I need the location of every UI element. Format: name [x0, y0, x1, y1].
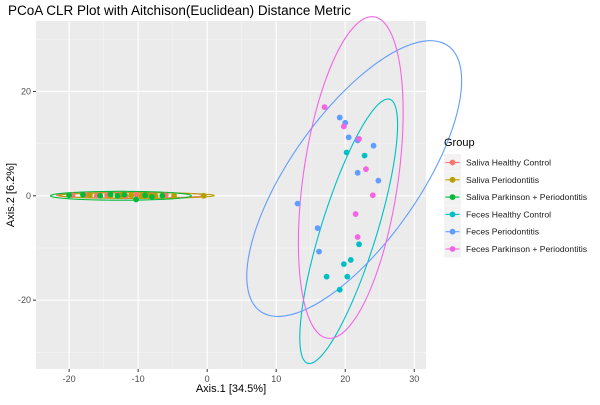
- y-tick-label: 20: [21, 86, 31, 96]
- point-feces-periodontitis: [370, 142, 377, 149]
- point-feces-periodontitis: [316, 248, 322, 255]
- legend-title: Group: [444, 137, 475, 149]
- legend-label: Feces Parkinson + Periodontitis: [466, 244, 587, 254]
- point-feces-parkinson-periodontitis: [363, 166, 369, 173]
- point-saliva-periodontitis: [128, 192, 135, 199]
- x-tick-label: -20: [63, 374, 76, 384]
- legend: Group Saliva Healthy Control Saliva Perio…: [444, 137, 587, 258]
- legend-key-saliva-periodontitis: [449, 176, 456, 183]
- legend-key-feces-parkinson-periodontitis: [449, 246, 456, 252]
- point-saliva-parkinson-periodontitis: [97, 192, 104, 199]
- point-saliva-healthy-control: [133, 191, 140, 198]
- point-saliva-periodontitis: [86, 192, 93, 199]
- legend-key-feces-healthy-control: [449, 211, 456, 218]
- legend-items: Saliva Healthy Control Saliva Periodontit…: [444, 154, 587, 258]
- ellipse-feces-parkinson-periodontitis: [297, 16, 404, 339]
- y-axis-ticks: -20 0 20: [18, 86, 36, 305]
- point-feces-healthy-control: [347, 257, 354, 263]
- legend-label: Saliva Healthy Control: [466, 158, 551, 168]
- point-feces-healthy-control: [340, 261, 347, 268]
- point-feces-parkinson-periodontitis: [340, 123, 347, 130]
- point-feces-parkinson-periodontitis: [354, 234, 361, 240]
- point-saliva-parkinson-periodontitis: [142, 192, 148, 199]
- y-axis-label: Axis.2 [6.2%]: [5, 163, 17, 227]
- point-feces-periodontitis: [345, 134, 352, 141]
- point-feces-healthy-control: [343, 149, 350, 156]
- legend-key-saliva-healthy-control: [449, 159, 456, 166]
- point-saliva-parkinson-periodontitis: [114, 192, 121, 199]
- x-axis-ticks: -20 -10 0 10 20 30: [63, 369, 419, 384]
- legend-key-feces-periodontitis: [449, 228, 456, 235]
- point-feces-healthy-control: [361, 152, 368, 159]
- x-tick-label: 10: [271, 374, 281, 384]
- y-tick-label: -20: [18, 295, 31, 305]
- x-tick-label: -10: [132, 374, 145, 384]
- point-saliva-parkinson-periodontitis: [107, 191, 114, 198]
- point-saliva-periodontitis: [200, 192, 207, 199]
- point-saliva-parkinson-periodontitis: [80, 191, 86, 198]
- point-feces-healthy-control: [344, 273, 351, 280]
- point-feces-periodontitis: [354, 169, 361, 176]
- x-axis-label: Axis.1 [34.5%]: [196, 383, 266, 395]
- x-tick-label: 20: [340, 374, 350, 384]
- point-saliva-parkinson-periodontitis: [66, 192, 73, 199]
- point-feces-healthy-control: [336, 286, 343, 293]
- point-feces-periodontitis: [375, 177, 382, 184]
- point-saliva-parkinson-periodontitis: [133, 196, 139, 203]
- ellipse-saliva-parkinson-periodontitis: [49, 190, 192, 201]
- point-saliva-parkinson-periodontitis: [159, 192, 166, 199]
- ellipse-feces-healthy-control: [299, 98, 399, 365]
- point-feces-healthy-control: [356, 241, 362, 248]
- point-feces-parkinson-periodontitis: [369, 192, 376, 199]
- point-feces-periodontitis: [294, 200, 301, 207]
- point-saliva-periodontitis: [171, 192, 177, 199]
- x-tick-label: 30: [409, 374, 419, 384]
- data-points: [66, 104, 382, 293]
- point-feces-healthy-control: [323, 273, 330, 280]
- legend-label: Saliva Periodontitis: [466, 175, 539, 185]
- ellipse-feces-periodontitis: [246, 40, 463, 317]
- legend-label: Feces Healthy Control: [466, 209, 551, 219]
- chart-title: PCoA CLR Plot with Aitchison(Euclidean) …: [8, 3, 351, 18]
- x-tick-label: 0: [205, 374, 210, 384]
- point-feces-parkinson-periodontitis: [356, 136, 362, 142]
- point-feces-periodontitis: [336, 114, 343, 121]
- y-tick-label: 0: [26, 191, 31, 201]
- legend-key-saliva-parkinson-periodontitis: [449, 194, 456, 201]
- point-saliva-parkinson-periodontitis: [121, 191, 128, 198]
- point-feces-parkinson-periodontitis: [352, 211, 359, 217]
- legend-label: Feces Periodontitis: [466, 227, 539, 237]
- point-feces-parkinson-periodontitis: [321, 104, 328, 110]
- point-feces-periodontitis: [314, 225, 321, 232]
- point-saliva-parkinson-periodontitis: [149, 193, 155, 200]
- legend-label: Saliva Parkinson + Periodontitis: [466, 192, 587, 202]
